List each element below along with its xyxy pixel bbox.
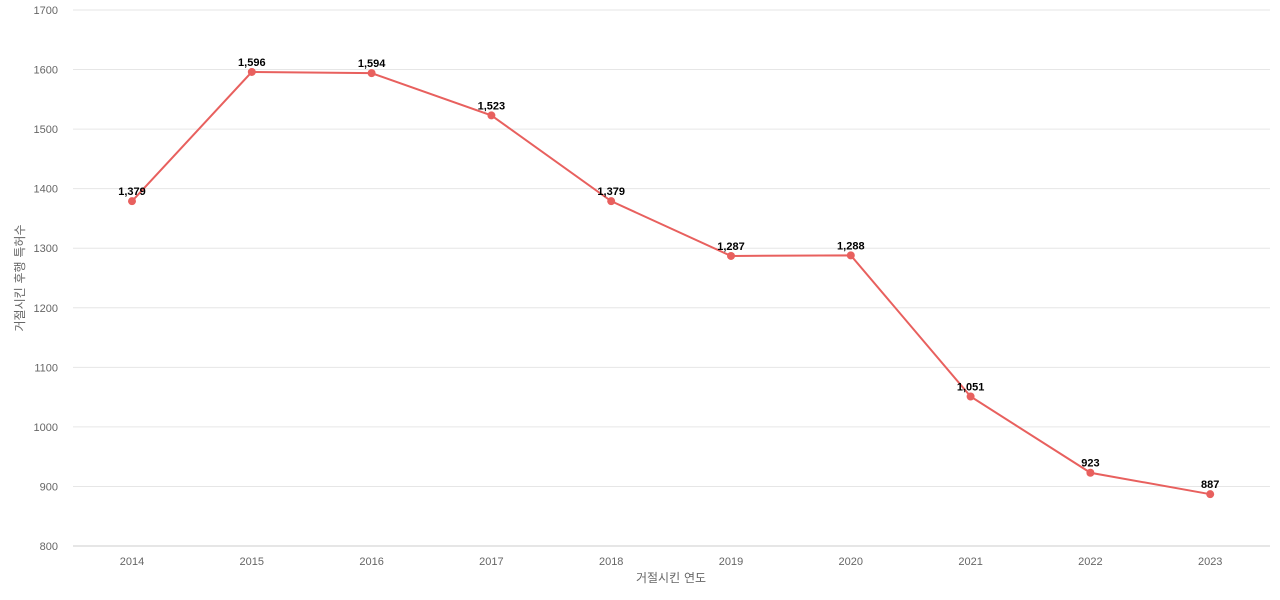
y-tick-label: 1400 <box>34 184 58 196</box>
data-point <box>247 67 256 76</box>
data-label: 1,594 <box>358 58 386 70</box>
y-tick-label: 1200 <box>34 303 58 315</box>
grid-lines <box>73 9 1270 487</box>
data-point <box>1086 468 1095 477</box>
data-point <box>846 251 855 260</box>
data-label: 1,596 <box>238 57 266 69</box>
x-tick-label: 2023 <box>1198 556 1222 568</box>
data-labels: 1,379 1,596 1,594 1,523 1,379 1,287 1,288 1,051… <box>118 57 1219 491</box>
x-tick-label: 2022 <box>1078 556 1102 568</box>
x-tick-label: 2020 <box>839 556 863 568</box>
data-label: 1,379 <box>118 186 146 198</box>
data-label: 887 <box>1201 479 1219 491</box>
y-tick-label: 1600 <box>34 65 58 77</box>
data-label: 1,287 <box>717 241 745 253</box>
y-tick-label: 1500 <box>34 124 58 136</box>
x-tick-label: 2021 <box>958 556 982 568</box>
x-tick-label: 2017 <box>479 556 503 568</box>
x-tick-label: 2015 <box>240 556 264 568</box>
data-label: 1,051 <box>957 382 985 394</box>
y-tick-label: 900 <box>40 481 58 493</box>
series-line <box>131 70 1211 496</box>
y-tick-label: 1300 <box>34 243 58 255</box>
y-tick-label: 1100 <box>34 362 58 374</box>
data-point <box>1206 490 1215 499</box>
data-point <box>607 197 616 206</box>
x-tick-label: 2016 <box>359 556 383 568</box>
data-point <box>367 69 376 78</box>
x-tick-label: 2018 <box>599 556 623 568</box>
data-points <box>128 67 1215 499</box>
data-point <box>128 197 136 206</box>
y-tick-label: 800 <box>40 541 58 553</box>
y-tick-label: 1000 <box>34 422 58 434</box>
x-tick-label: 2019 <box>719 556 743 568</box>
data-label: 1,523 <box>478 100 506 112</box>
data-point <box>727 251 735 260</box>
y-tick-labels: 800 900 1000 1100 1200 1300 1400 1500 1600 1700 <box>34 5 58 553</box>
x-axis-title: 거절시킨 연도 <box>636 571 706 585</box>
y-tick-label: 1700 <box>34 5 58 17</box>
data-point <box>487 111 496 120</box>
data-label: 1,379 <box>597 186 625 198</box>
x-tick-labels: 2014 2015 2016 2017 2018 2019 2020 2021 2022 2023 <box>120 556 1223 568</box>
x-tick-label: 2014 <box>120 556 144 568</box>
data-label: 923 <box>1081 458 1099 470</box>
data-point <box>966 392 975 401</box>
data-label: 1,288 <box>837 240 865 252</box>
y-axis-title: 거절시킨 후행 특허수 <box>12 225 27 332</box>
